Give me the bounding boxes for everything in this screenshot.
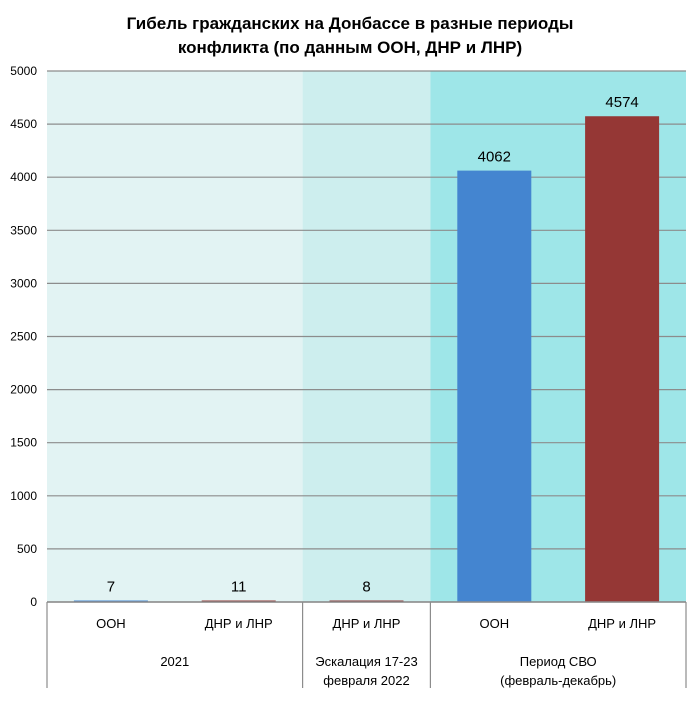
data-label: 8 [362, 579, 370, 596]
x-category-label: ДНР и ЛНР [333, 616, 401, 631]
y-tick-label: 0 [30, 595, 37, 609]
data-label: 11 [231, 579, 247, 596]
y-tick-label: 3000 [10, 276, 37, 290]
y-tick-label: 4500 [10, 117, 37, 131]
bar [585, 116, 660, 602]
group-label: 2021 [160, 654, 189, 669]
x-category-label: ДНР и ЛНР [588, 616, 656, 631]
group-label: февраля 2022 [323, 673, 409, 688]
group-label: Эскалация 17-23 [315, 654, 417, 669]
y-tick-label: 500 [17, 542, 37, 556]
y-tick-label: 2500 [10, 330, 37, 344]
x-category-label: ДНР и ЛНР [205, 616, 273, 631]
y-tick-label: 4000 [10, 170, 37, 184]
data-label: 7 [107, 579, 115, 596]
y-tick-label: 1000 [10, 489, 37, 503]
y-tick-label: 3500 [10, 223, 37, 237]
bar [457, 170, 532, 602]
chart-title: Гибель гражданских на Донбассе в разные … [0, 12, 700, 60]
data-label: 4062 [478, 149, 511, 166]
group-label: (февраль-декабрь) [500, 673, 616, 688]
x-category-label: ООН [479, 616, 509, 631]
data-label: 4574 [605, 94, 638, 111]
chart-title-line-2: конфликта (по данным ООН, ДНР и ЛНР) [177, 38, 523, 57]
y-tick-label: 2000 [10, 383, 37, 397]
x-category-label: ООН [96, 616, 126, 631]
y-tick-label: 1500 [10, 436, 37, 450]
group-label: Период СВО [520, 654, 597, 669]
chart-title-line-1: Гибель гражданских на Донбассе в разные … [126, 14, 574, 33]
y-tick-label: 5000 [10, 64, 37, 78]
